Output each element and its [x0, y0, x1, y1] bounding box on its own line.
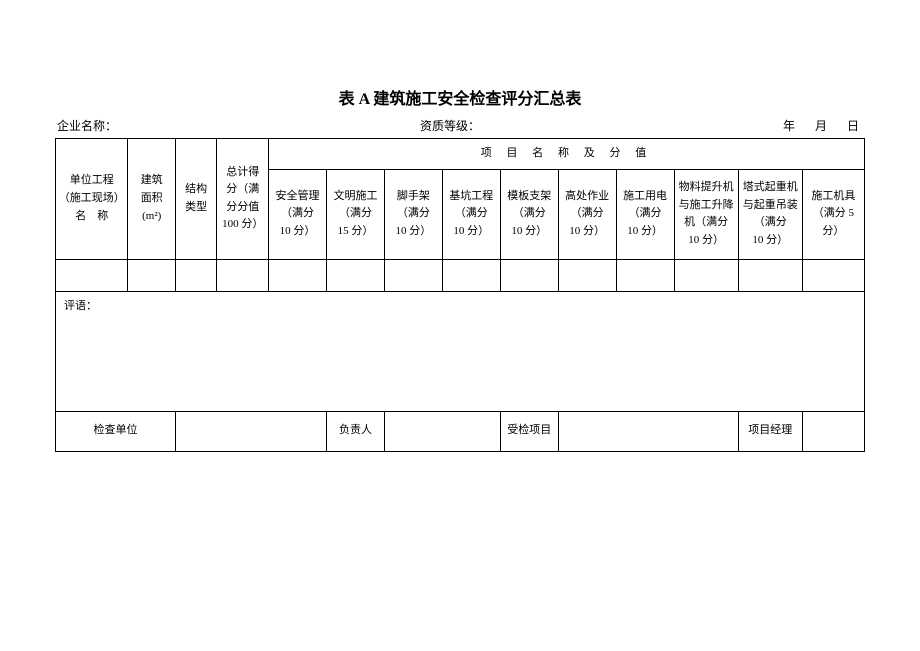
subcol-formwork: 模板支架 （满分 10 分） — [500, 169, 558, 259]
comment-cell: 评语： — [56, 291, 865, 411]
footer-responsible-label: 负责人 — [327, 411, 385, 451]
subcol-safety: 安全管理 （满分 10 分） — [269, 169, 327, 259]
data-row — [56, 259, 865, 291]
subcol-tools: 施工机具 （满分 5 分） — [802, 169, 864, 259]
footer-row: 检查单位 负责人 受检项目 项目经理 — [56, 411, 865, 451]
col-total-score: 总计得 分（满 分分值 100 分） — [217, 139, 269, 260]
cell — [128, 259, 176, 291]
document-title: 表 A 建筑施工安全检查评分汇总表 — [55, 85, 865, 109]
subcol-scaffold: 脚手架 （满分 10 分） — [384, 169, 442, 259]
footer-inspected-value — [558, 411, 738, 451]
footer-pm-value — [802, 411, 864, 451]
section-header: 项 目 名 称 及 分 值 — [269, 139, 865, 170]
col-unit-project: 单位工程 （施工现场） 名 称 — [56, 139, 128, 260]
cell — [327, 259, 385, 291]
cell — [558, 259, 616, 291]
col-area: 建筑 面积 (m²) — [128, 139, 176, 260]
cell — [802, 259, 864, 291]
cell — [738, 259, 802, 291]
subcol-crane: 塔式起重机 与起重吊装 （满分 10 分） — [738, 169, 802, 259]
company-label: 企业名称： — [57, 117, 117, 134]
subcol-civil: 文明施工 （满分 15 分） — [327, 169, 385, 259]
col-structure: 结构 类型 — [175, 139, 216, 260]
footer-responsible-value — [384, 411, 500, 451]
cell — [442, 259, 500, 291]
subcol-hoist: 物料提升机 与施工升降 机（满分 10 分） — [674, 169, 738, 259]
footer-pm-label: 项目经理 — [738, 411, 802, 451]
subcol-height: 高处作业 （满分 10 分） — [558, 169, 616, 259]
summary-table: 单位工程 （施工现场） 名 称 建筑 面积 (m²) 结构 类型 总计得 分（满… — [55, 138, 865, 452]
qualification-label: 资质等级： — [420, 117, 480, 134]
cell — [56, 259, 128, 291]
header-line: 企业名称： 资质等级： 年 月 日 — [55, 117, 865, 134]
date-label: 年 月 日 — [783, 117, 863, 134]
cell — [384, 259, 442, 291]
subcol-foundation: 基坑工程 （满分 10 分） — [442, 169, 500, 259]
cell — [616, 259, 674, 291]
cell — [175, 259, 216, 291]
cell — [217, 259, 269, 291]
comment-row: 评语： — [56, 291, 865, 411]
footer-inspected-label: 受检项目 — [500, 411, 558, 451]
cell — [269, 259, 327, 291]
subcol-electric: 施工用电 （满分 10 分） — [616, 169, 674, 259]
footer-check-unit-value — [175, 411, 326, 451]
cell — [500, 259, 558, 291]
footer-check-unit-label: 检查单位 — [56, 411, 176, 451]
cell — [674, 259, 738, 291]
